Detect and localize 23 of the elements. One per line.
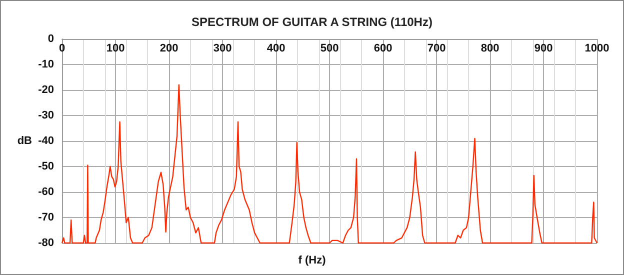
x-axis-title: f (Hz) <box>298 254 326 266</box>
y-tick-label: 0 <box>48 33 54 45</box>
x-tick-label: 100 <box>106 42 125 54</box>
x-tick-label: 900 <box>534 42 553 54</box>
x-tick-label: 200 <box>160 42 178 54</box>
x-tick-label: 500 <box>320 42 339 54</box>
chart-title: SPECTRUM OF GUITAR A STRING (110Hz) <box>192 15 432 29</box>
y-tick-label: -70 <box>38 212 54 224</box>
x-tick-label: 0 <box>58 42 66 54</box>
x-tick-label: 700 <box>427 42 446 54</box>
y-tick-label: -30 <box>38 110 54 122</box>
x-tick-label: 400 <box>266 42 286 54</box>
y-tick-label: -40 <box>38 135 54 147</box>
x-tick-label: 600 <box>374 42 392 54</box>
y-tick-label: -50 <box>38 160 54 172</box>
y-tick-label: -60 <box>38 186 54 198</box>
y-axis-title: dB <box>17 135 32 147</box>
y-tick-label: -10 <box>38 58 54 70</box>
y-tick-label: -20 <box>38 84 54 96</box>
x-tick-label: 1000 <box>584 42 610 54</box>
y-tick-label: -80 <box>38 237 54 249</box>
x-tick-label: 800 <box>480 42 500 54</box>
x-tick-label: 300 <box>213 42 232 54</box>
